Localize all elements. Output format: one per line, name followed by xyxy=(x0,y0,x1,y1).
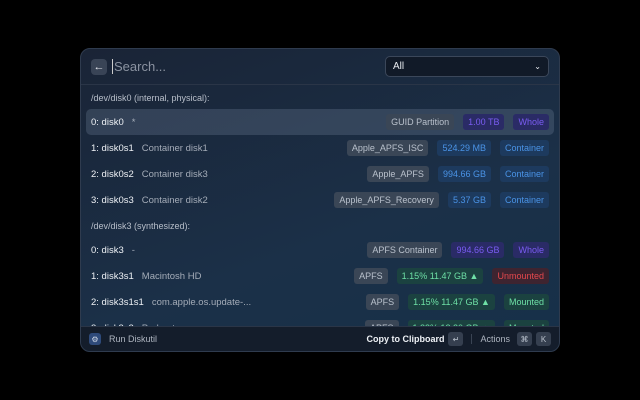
type-badge: Apple_APFS_Recovery xyxy=(334,192,439,208)
disk-id: 1: disk0s1 xyxy=(91,142,134,154)
command-key-icon: ⌘ xyxy=(517,332,532,346)
diskutil-icon: ⚙ xyxy=(89,333,101,345)
disk-description: Container disk3 xyxy=(141,168,208,180)
arrow-left-icon: ← xyxy=(93,60,105,73)
size-badge: 994.66 GB xyxy=(451,242,505,258)
disk-description: * xyxy=(131,116,136,128)
disk-id: 3: disk0s3 xyxy=(91,194,134,206)
type-badge: GUID Partition xyxy=(386,114,455,130)
status-badge: Unmounted xyxy=(492,268,549,284)
actions-button[interactable]: Actions xyxy=(480,334,510,344)
disk-description: com.apple.os.update-... xyxy=(151,296,252,308)
search-input[interactable] xyxy=(112,59,385,74)
type-badge: Apple_APFS xyxy=(367,166,429,182)
disk-row[interactable]: 2: disk0s2 Container disk3 Apple_APFS 99… xyxy=(86,161,554,187)
search-bar: ← All ⌄ xyxy=(81,49,559,85)
disk-description: Macintosh HD xyxy=(141,270,202,282)
status-badge: Mounted xyxy=(503,320,549,328)
status-badge: Container xyxy=(499,140,549,156)
disk-description: Container disk2 xyxy=(141,194,208,206)
enter-key-icon: ↵ xyxy=(448,332,464,346)
disk-description: - xyxy=(131,244,135,256)
disk-id: 2: disk0s2 xyxy=(91,168,134,180)
type-badge: APFS xyxy=(364,320,399,328)
disk-id: 2: disk3s1s1 xyxy=(91,296,144,308)
disk-row[interactable]: 2: disk3s1s1 com.apple.os.update-... APF… xyxy=(86,289,554,315)
status-badge: Whole xyxy=(513,114,549,130)
size-badge: 1.15% 11.47 GB ▲ xyxy=(408,294,495,310)
disk-id: 0: disk3 xyxy=(91,244,124,256)
type-badge: APFS xyxy=(365,294,400,310)
filter-dropdown[interactable]: All ⌄ xyxy=(385,56,549,77)
status-badge: Container xyxy=(499,166,549,182)
size-badge: 524.29 MB xyxy=(437,140,491,156)
disk-id: 1: disk3s1 xyxy=(91,270,134,282)
filter-value: All xyxy=(393,61,405,72)
size-badge: 1.00 TB xyxy=(463,114,505,130)
chevron-down-icon: ⌄ xyxy=(534,62,541,71)
divider xyxy=(471,334,473,344)
copy-to-clipboard-button[interactable]: Copy to Clipboard xyxy=(366,334,445,344)
status-badge: Container xyxy=(499,192,549,208)
type-badge: APFS Container xyxy=(367,242,443,258)
k-key: K xyxy=(536,332,551,346)
section-header: /dev/disk3 (synthesized): xyxy=(91,221,191,231)
disk-row[interactable]: 3: disk0s3 Container disk2 Apple_APFS_Re… xyxy=(86,187,554,213)
section-header: /dev/disk0 (internal, physical): xyxy=(91,93,210,103)
size-badge: 994.66 GB xyxy=(437,166,491,182)
size-badge: 1.23% 12.20 GB ▲ xyxy=(407,320,495,328)
disk-list: /dev/disk0 (internal, physical): 0: disk0… xyxy=(81,85,559,328)
disk-row[interactable]: 0: disk0 * GUID Partition 1.00 TB Whole xyxy=(86,109,554,135)
size-badge: 5.37 GB xyxy=(447,192,491,208)
app-name: Run Diskutil xyxy=(109,334,158,344)
type-badge: APFS xyxy=(354,268,388,284)
disk-id: 3: disk3s2 xyxy=(91,323,134,329)
command-window: ← All ⌄ /dev/disk0 (internal, physical): 0… xyxy=(80,48,560,352)
footer: ⚙ Run Diskutil Copy to Clipboard ↵ Actio… xyxy=(81,326,559,351)
type-badge: Apple_APFS_ISC xyxy=(346,140,429,156)
status-badge: Mounted xyxy=(503,294,549,310)
disk-description: Container disk1 xyxy=(141,142,208,154)
status-badge: Whole xyxy=(513,242,549,258)
disk-row[interactable]: 3: disk3s2 Preboot APFS 1.23% 12.20 GB ▲… xyxy=(86,315,554,328)
disk-id: 0: disk0 xyxy=(91,116,124,128)
disk-row[interactable]: 1: disk3s1 Macintosh HD APFS 1.15% 11.47… xyxy=(86,263,554,289)
disk-row[interactable]: 0: disk3 - APFS Container 994.66 GB Whol… xyxy=(86,237,554,263)
back-button[interactable]: ← xyxy=(91,58,107,75)
disk-row[interactable]: 1: disk0s1 Container disk1 Apple_APFS_IS… xyxy=(86,135,554,161)
disk-description: Preboot xyxy=(142,323,356,329)
size-badge: 1.15% 11.47 GB ▲ xyxy=(396,268,484,284)
